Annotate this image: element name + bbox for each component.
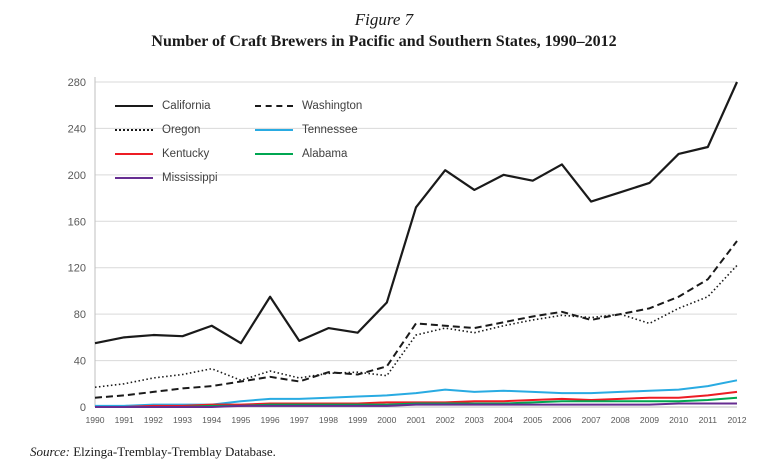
source-text: Elzinga-Tremblay-Tremblay Database.: [69, 444, 276, 459]
chart-area: 0 40 80 120 160 200 240 280 1990 1991 1992 1993 1994…: [30, 72, 750, 440]
legend-item-tennessee: Tennessee: [255, 124, 365, 136]
figure-label: Figure 7: [354, 10, 414, 29]
legend-item-oregon: Oregon: [115, 124, 225, 136]
source-note: Source: Elzinga-Tremblay-Tremblay Databa…: [30, 444, 276, 460]
legend-label-washington: Washington: [302, 100, 363, 112]
x-tick-label: 2002: [436, 415, 455, 425]
legend-label-alabama: Alabama: [302, 148, 348, 160]
x-tick-label: 2005: [523, 415, 542, 425]
legend-label-kentucky: Kentucky: [162, 148, 210, 160]
x-tick-label: 1992: [144, 415, 163, 425]
legend-label-tennessee: Tennessee: [302, 124, 358, 136]
series-line-kentucky: [95, 390, 738, 408]
x-tick-label: 1998: [319, 415, 338, 425]
x-tick-label: 2007: [582, 415, 601, 425]
x-tick-label: 1996: [261, 415, 280, 425]
y-tick-label: 200: [68, 170, 86, 182]
y-tick-label: 160: [68, 216, 86, 228]
legend-item-alabama: Alabama: [255, 148, 365, 160]
legend-label-oregon: Oregon: [162, 124, 201, 136]
legend-line-sample-alabama: [255, 153, 293, 155]
legend-label-california: California: [162, 100, 211, 112]
y-tick-label: 120: [68, 263, 86, 275]
x-tick-label: 2006: [552, 415, 571, 425]
x-tick-label: 2012: [727, 415, 746, 425]
x-tick-label: 1997: [290, 415, 309, 425]
x-tick-label: 2011: [699, 415, 718, 425]
line-chart: 0 40 80 120 160 200 240 280 1990 1991 1992 1993 1994…: [68, 77, 747, 425]
x-tick-label: 2003: [465, 415, 484, 425]
chart-legend: California Oregon Kentucky Mississippi Washi…: [115, 100, 365, 184]
series-line-oregon: [94, 264, 738, 389]
legend-line-sample-mississippi: [115, 177, 153, 179]
x-tick-label: 2001: [406, 415, 425, 425]
series-line-california: [94, 81, 739, 345]
y-tick-label: 80: [74, 309, 86, 321]
x-tick-label: 2009: [640, 415, 659, 425]
figure-title: Number of Craft Brewers in Pacific and S…: [151, 33, 617, 50]
x-tick-label: 2008: [611, 415, 630, 425]
series-line-washington: [94, 240, 738, 399]
x-tick-label: 1994: [202, 415, 221, 425]
x-tick-label: 1995: [231, 415, 250, 425]
series-line-mississippi: [95, 402, 737, 408]
x-tick-label: 1999: [348, 415, 367, 425]
y-tick-label: 240: [68, 123, 86, 135]
legend-column: California Oregon Kentucky Mississippi: [115, 100, 225, 184]
legend-item-kentucky: Kentucky: [115, 148, 225, 160]
legend-label-mississippi: Mississippi: [162, 172, 218, 184]
source-prefix: Source:: [30, 444, 70, 459]
y-tick-label: 40: [74, 356, 86, 368]
x-tick-label: 1991: [115, 415, 134, 425]
legend-line-sample-california: [115, 105, 153, 107]
legend-line-sample-tennessee: [255, 129, 293, 131]
y-tick-label: 0: [80, 402, 86, 414]
legend-column: Washington Tennessee Alabama: [255, 100, 365, 184]
x-tick-label: 2004: [494, 415, 513, 425]
x-tick-label: 1990: [85, 415, 104, 425]
y-tick-label: 280: [68, 77, 86, 89]
legend-item-washington: Washington: [255, 100, 365, 112]
x-tick-label: 2000: [377, 415, 396, 425]
legend-line-sample-oregon: [115, 129, 153, 131]
legend-item-california: California: [115, 100, 225, 112]
legend-line-sample-kentucky: [115, 153, 153, 155]
x-tick-label: 1993: [173, 415, 192, 425]
legend-line-sample-washington: [255, 105, 293, 107]
x-tick-label: 2010: [669, 415, 688, 425]
legend-item-mississippi: Mississippi: [115, 172, 225, 184]
